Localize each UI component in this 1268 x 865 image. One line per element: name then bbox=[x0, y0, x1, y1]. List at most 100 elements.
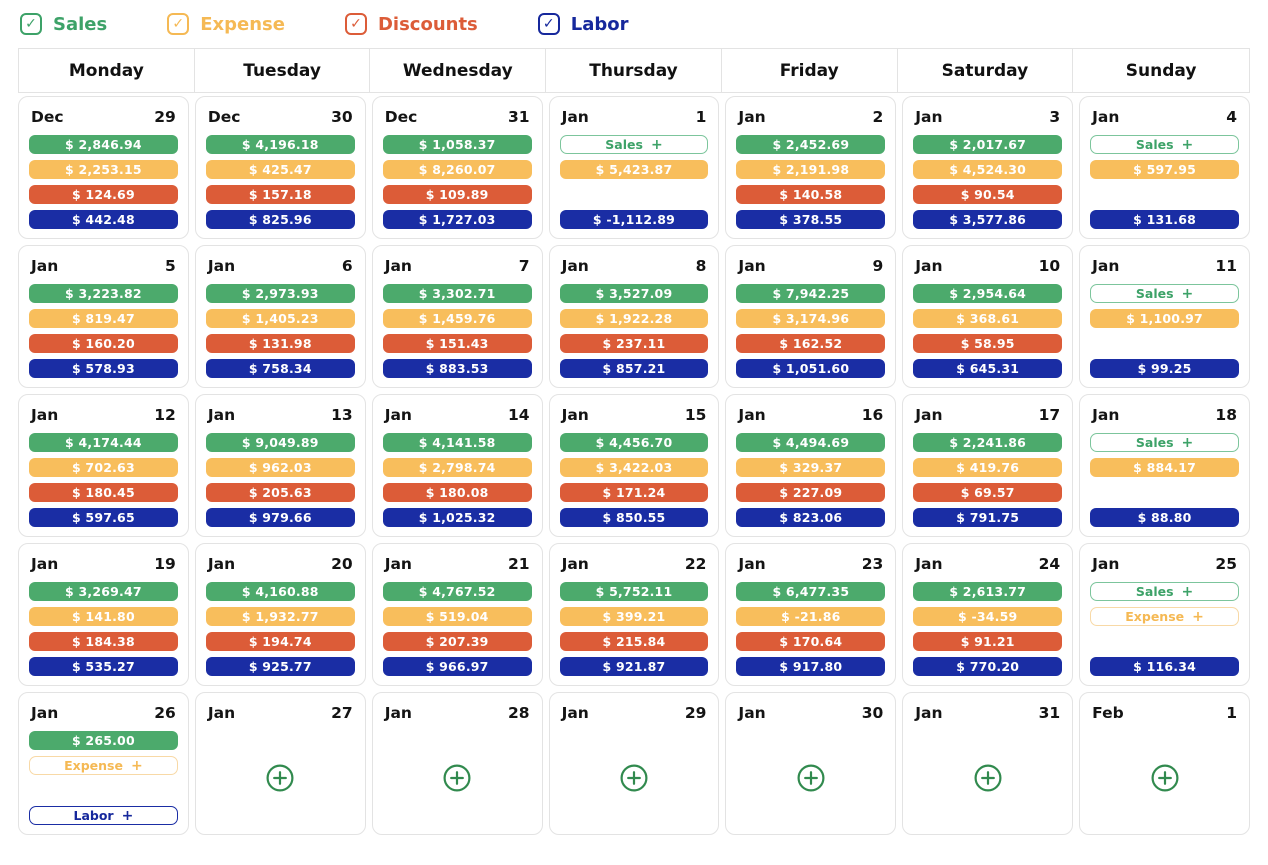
expense-value-pill[interactable]: $ 702.63 bbox=[29, 458, 178, 477]
filter-checkbox-labor[interactable]: ✓ bbox=[537, 13, 560, 35]
sales-value-pill[interactable]: $ 4,456.70 bbox=[559, 433, 709, 452]
add-sales-button[interactable]: Sales + bbox=[1090, 582, 1239, 601]
discounts-value-pill[interactable]: $ 180.08 bbox=[382, 483, 532, 502]
filter-checkbox-sales[interactable]: ✓ bbox=[20, 13, 42, 35]
expense-value-pill[interactable]: $ 1,100.97 bbox=[1090, 309, 1239, 328]
discounts-value-pill[interactable]: $ 207.39 bbox=[382, 632, 532, 651]
expense-value-pill[interactable]: $ 141.80 bbox=[29, 607, 178, 626]
sales-value-pill[interactable]: $ 2,973.93 bbox=[205, 284, 355, 303]
discounts-value-pill[interactable]: $ 109.89 bbox=[382, 185, 532, 204]
add-sales-button[interactable]: Sales + bbox=[1090, 433, 1239, 452]
discounts-value-pill[interactable]: $ 58.95 bbox=[913, 334, 1063, 353]
labor-value-pill[interactable]: $ 88.80 bbox=[1090, 508, 1239, 527]
labor-value-pill[interactable]: $ 925.77 bbox=[205, 657, 355, 676]
discounts-value-pill[interactable]: $ 124.69 bbox=[29, 185, 178, 204]
discounts-value-pill[interactable]: $ 131.98 bbox=[205, 334, 355, 353]
labor-value-pill[interactable]: $ 921.87 bbox=[559, 657, 709, 676]
labor-value-pill[interactable]: $ 823.06 bbox=[736, 508, 886, 527]
expense-value-pill[interactable]: $ -21.86 bbox=[736, 607, 886, 626]
expense-value-pill[interactable]: $ 2,798.74 bbox=[382, 458, 532, 477]
labor-value-pill[interactable]: $ 131.68 bbox=[1090, 210, 1239, 229]
sales-value-pill[interactable]: $ 9,049.89 bbox=[205, 433, 355, 452]
labor-value-pill[interactable]: $ 645.31 bbox=[913, 359, 1063, 378]
labor-value-pill[interactable]: $ 770.20 bbox=[913, 657, 1063, 676]
labor-value-pill[interactable]: $ 966.97 bbox=[382, 657, 532, 676]
filter-checkbox-expense[interactable]: ✓ bbox=[167, 13, 190, 35]
labor-value-pill[interactable]: $ -1,112.89 bbox=[559, 210, 709, 229]
discounts-value-pill[interactable]: $ 237.11 bbox=[559, 334, 709, 353]
sales-value-pill[interactable]: $ 2,241.86 bbox=[913, 433, 1063, 452]
labor-value-pill[interactable]: $ 535.27 bbox=[29, 657, 178, 676]
labor-value-pill[interactable]: $ 99.25 bbox=[1090, 359, 1239, 378]
expense-value-pill[interactable]: $ 2,253.15 bbox=[29, 160, 178, 179]
expense-value-pill[interactable]: $ 884.17 bbox=[1090, 458, 1239, 477]
expense-value-pill[interactable]: $ 819.47 bbox=[29, 309, 178, 328]
add-labor-button[interactable]: Labor + bbox=[29, 806, 178, 825]
discounts-value-pill[interactable]: $ 170.64 bbox=[736, 632, 886, 651]
discounts-value-pill[interactable]: $ 157.18 bbox=[205, 185, 355, 204]
labor-value-pill[interactable]: $ 442.48 bbox=[29, 210, 178, 229]
expense-value-pill[interactable]: $ 1,932.77 bbox=[205, 607, 355, 626]
filter-sales[interactable]: ✓ Sales bbox=[20, 13, 107, 35]
sales-value-pill[interactable]: $ 2,017.67 bbox=[913, 135, 1063, 154]
labor-value-pill[interactable]: $ 825.96 bbox=[205, 210, 355, 229]
labor-value-pill[interactable]: $ 791.75 bbox=[913, 508, 1063, 527]
discounts-value-pill[interactable]: $ 215.84 bbox=[559, 632, 709, 651]
expense-value-pill[interactable]: $ 597.95 bbox=[1090, 160, 1239, 179]
sales-value-pill[interactable]: $ 3,223.82 bbox=[29, 284, 178, 303]
labor-value-pill[interactable]: $ 1,025.32 bbox=[382, 508, 532, 527]
labor-value-pill[interactable]: $ 857.21 bbox=[559, 359, 709, 378]
add-sales-button[interactable]: Sales + bbox=[1090, 135, 1239, 154]
add-entry-button[interactable] bbox=[620, 764, 648, 792]
add-entry-button[interactable] bbox=[1151, 764, 1179, 792]
sales-value-pill[interactable]: $ 1,058.37 bbox=[382, 135, 532, 154]
expense-value-pill[interactable]: $ 3,422.03 bbox=[559, 458, 709, 477]
labor-value-pill[interactable]: $ 116.34 bbox=[1090, 657, 1239, 676]
expense-value-pill[interactable]: $ 425.47 bbox=[205, 160, 355, 179]
sales-value-pill[interactable]: $ 2,846.94 bbox=[29, 135, 178, 154]
sales-value-pill[interactable]: $ 2,613.77 bbox=[913, 582, 1063, 601]
expense-value-pill[interactable]: $ 1,459.76 bbox=[382, 309, 532, 328]
expense-value-pill[interactable]: $ 3,174.96 bbox=[736, 309, 886, 328]
add-expense-button[interactable]: Expense + bbox=[1090, 607, 1239, 626]
add-expense-button[interactable]: Expense + bbox=[29, 756, 178, 775]
discounts-value-pill[interactable]: $ 205.63 bbox=[205, 483, 355, 502]
labor-value-pill[interactable]: $ 3,577.86 bbox=[913, 210, 1063, 229]
sales-value-pill[interactable]: $ 4,174.44 bbox=[29, 433, 178, 452]
discounts-value-pill[interactable]: $ 171.24 bbox=[559, 483, 709, 502]
discounts-value-pill[interactable]: $ 91.21 bbox=[913, 632, 1063, 651]
sales-value-pill[interactable]: $ 5,752.11 bbox=[559, 582, 709, 601]
sales-value-pill[interactable]: $ 4,160.88 bbox=[205, 582, 355, 601]
discounts-value-pill[interactable]: $ 184.38 bbox=[29, 632, 178, 651]
expense-value-pill[interactable]: $ 368.61 bbox=[913, 309, 1063, 328]
expense-value-pill[interactable]: $ 519.04 bbox=[382, 607, 532, 626]
add-entry-button[interactable] bbox=[797, 764, 825, 792]
add-sales-button[interactable]: Sales + bbox=[1090, 284, 1239, 303]
expense-value-pill[interactable]: $ 1,922.28 bbox=[559, 309, 709, 328]
labor-value-pill[interactable]: $ 850.55 bbox=[559, 508, 709, 527]
sales-value-pill[interactable]: $ 3,269.47 bbox=[29, 582, 178, 601]
sales-value-pill[interactable]: $ 2,452.69 bbox=[736, 135, 886, 154]
labor-value-pill[interactable]: $ 758.34 bbox=[205, 359, 355, 378]
labor-value-pill[interactable]: $ 378.55 bbox=[736, 210, 886, 229]
sales-value-pill[interactable]: $ 4,141.58 bbox=[382, 433, 532, 452]
expense-value-pill[interactable]: $ 5,423.87 bbox=[559, 160, 709, 179]
discounts-value-pill[interactable]: $ 194.74 bbox=[205, 632, 355, 651]
discounts-value-pill[interactable]: $ 151.43 bbox=[382, 334, 532, 353]
sales-value-pill[interactable]: $ 3,527.09 bbox=[559, 284, 709, 303]
labor-value-pill[interactable]: $ 578.93 bbox=[29, 359, 178, 378]
expense-value-pill[interactable]: $ 962.03 bbox=[205, 458, 355, 477]
sales-value-pill[interactable]: $ 3,302.71 bbox=[382, 284, 532, 303]
expense-value-pill[interactable]: $ 399.21 bbox=[559, 607, 709, 626]
expense-value-pill[interactable]: $ 419.76 bbox=[913, 458, 1063, 477]
discounts-value-pill[interactable]: $ 90.54 bbox=[913, 185, 1063, 204]
expense-value-pill[interactable]: $ 329.37 bbox=[736, 458, 886, 477]
sales-value-pill[interactable]: $ 265.00 bbox=[29, 731, 178, 750]
labor-value-pill[interactable]: $ 883.53 bbox=[382, 359, 532, 378]
filter-checkbox-discounts[interactable]: ✓ bbox=[344, 13, 367, 35]
expense-value-pill[interactable]: $ -34.59 bbox=[913, 607, 1063, 626]
discounts-value-pill[interactable]: $ 180.45 bbox=[29, 483, 178, 502]
sales-value-pill[interactable]: $ 2,954.64 bbox=[913, 284, 1063, 303]
sales-value-pill[interactable]: $ 7,942.25 bbox=[736, 284, 886, 303]
expense-value-pill[interactable]: $ 2,191.98 bbox=[736, 160, 886, 179]
